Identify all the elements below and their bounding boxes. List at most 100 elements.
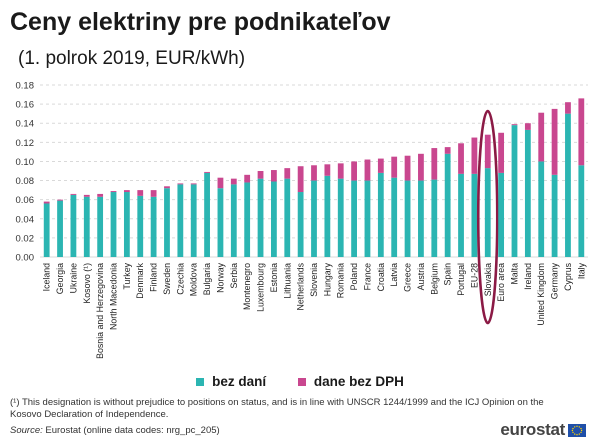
x-tick-label: Serbia: [229, 263, 239, 289]
x-tick-label: Luxembourg: [256, 263, 266, 312]
bar-segment-tax: [97, 193, 104, 197]
bar-segment-base: [190, 184, 197, 257]
bar-segment-tax: [217, 177, 224, 189]
x-tick-label: Spain: [443, 263, 453, 286]
bar-segment-tax: [498, 132, 505, 173]
bar-segment-tax: [471, 137, 478, 174]
x-tick-label: Ukraine: [68, 263, 78, 293]
bar-segment-tax: [404, 155, 411, 181]
source-text: Eurostat (online data codes: nrg_pc_205): [45, 425, 220, 436]
chart-title: Ceny elektriny pre podnikateľov: [10, 8, 391, 36]
bar-segment-base: [204, 172, 210, 257]
legend-item-base: bez daní: [196, 374, 266, 389]
x-tick-label: Montenegro: [242, 263, 252, 310]
x-tick-label: North Macedonia: [109, 263, 119, 330]
bar-segment-tax: [578, 98, 585, 166]
bar-segment-base: [70, 194, 77, 257]
bar-segment-tax: [297, 166, 304, 193]
x-tick-label: Netherlands: [296, 262, 306, 310]
x-tick-label: Croatia: [376, 263, 386, 291]
bar-segment-tax: [137, 190, 144, 196]
bar-segment-base: [565, 113, 571, 258]
y-tick-label: 0.08: [16, 176, 35, 187]
bar-segment-tax: [524, 123, 531, 130]
x-tick-label: Germany: [550, 262, 560, 299]
bar-segment-base: [551, 174, 558, 257]
bar-segment-tax: [458, 143, 464, 174]
y-tick-label: 0.14: [16, 119, 35, 130]
bar-segment-base: [524, 129, 531, 257]
x-tick-label: Hungary: [322, 262, 332, 296]
bar-segment-base: [311, 180, 317, 257]
bar-segment-tax: [123, 190, 130, 193]
bar-chart: 0.00 0.02 0.04 0.06 0.08 0.10 0.12 0.14 0.16 0.18…: [16, 81, 588, 359]
bar-segment-base: [511, 125, 518, 257]
bar-segment-base: [57, 200, 63, 257]
y-tick-label: 0.00: [16, 253, 35, 264]
source-note: Source: Eurostat (online data codes: nrg…: [10, 425, 220, 436]
y-tick-label: 0.02: [16, 233, 35, 244]
y-tick-label: 0.12: [16, 138, 35, 149]
bar-segment-base: [123, 192, 130, 257]
chart-legend: bez daní dane bez DPH: [0, 374, 600, 389]
bar-segment-base: [538, 161, 545, 257]
legend-label-tax: dane bez DPH: [313, 374, 404, 389]
chart-subtitle: (1. polrok 2019, EUR/kWh): [18, 48, 246, 69]
bar-segment-tax: [204, 171, 210, 173]
legend-label-base: bez daní: [212, 374, 267, 389]
x-tick-label: Denmark: [135, 262, 145, 298]
bar-segment-base: [230, 184, 237, 257]
bar-segment-tax: [391, 156, 398, 178]
x-tick-label: Norway: [215, 262, 225, 292]
bar-segment-tax: [484, 134, 491, 169]
bar-segment-base: [337, 178, 344, 257]
x-tick-label: Bosnia and Herzegovina: [95, 263, 105, 359]
bar-segment-tax: [230, 178, 237, 185]
bar-segment-base: [444, 153, 451, 257]
bar-segment-base: [164, 188, 170, 257]
x-tick-label: Estonia: [269, 263, 279, 292]
x-tick-label: Turkey: [122, 262, 132, 289]
source-label: Source:: [10, 425, 43, 436]
x-tick-label: EU-28: [469, 263, 479, 288]
bar-segment-base: [284, 178, 291, 257]
x-tick-label: Portugal: [456, 263, 466, 296]
bar-segment-tax: [150, 190, 157, 197]
x-tick-label: Georgia: [55, 263, 65, 294]
x-tick-label: Slovenia: [309, 263, 319, 297]
x-tick-label: United Kingdom: [536, 263, 546, 326]
bar-segment-tax: [244, 174, 251, 183]
legend-swatch-tax: [297, 378, 306, 387]
eu-flag-icon: [568, 423, 586, 437]
bar-segment-base: [244, 182, 251, 257]
bar-segment-base: [257, 178, 264, 257]
bar-segment-tax: [110, 191, 117, 193]
x-tick-label: Euro area: [496, 263, 506, 302]
x-tick-label: Czechia: [175, 263, 185, 295]
x-tick-label: Iceland: [42, 263, 52, 291]
bar-segment-tax: [551, 108, 558, 175]
bar-segment-tax: [418, 153, 424, 181]
bar-segment-tax: [377, 158, 384, 173]
x-tick-label: Italy: [576, 262, 586, 279]
x-tick-label: Romania: [336, 263, 346, 298]
x-tick-label: Kosovo (¹): [82, 263, 92, 304]
bar-segment-base: [324, 175, 331, 257]
logo-text: eurostat: [500, 420, 565, 439]
footnote: (¹) This designation is without prejudic…: [10, 397, 544, 420]
bar-segment-base: [458, 173, 464, 257]
bar-segment-base: [297, 192, 304, 257]
x-tick-label: Bulgaria: [202, 263, 212, 295]
bar-segment-base: [391, 177, 398, 257]
x-tick-label: France: [362, 263, 372, 290]
bar-segment-base: [150, 196, 157, 257]
bar-segment-tax: [177, 183, 184, 185]
bar-segment-tax: [311, 165, 317, 181]
bar-segment-base: [97, 196, 104, 257]
x-tick-label: Belgium: [429, 263, 439, 295]
y-tick-label: 0.18: [16, 81, 35, 92]
eurostat-logo: eurostat: [500, 420, 586, 440]
bar-segment-tax: [431, 148, 438, 180]
bar-segment-tax: [337, 163, 344, 179]
y-tick-label: 0.16: [16, 100, 35, 111]
